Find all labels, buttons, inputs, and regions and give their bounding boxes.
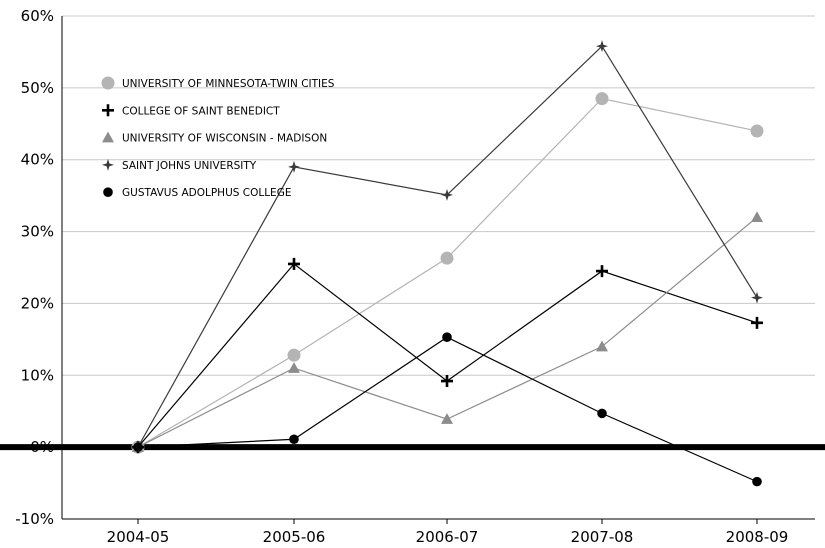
- x-tick-label: 2006-07: [416, 528, 479, 546]
- data-point: [750, 124, 764, 138]
- data-point: [751, 211, 763, 222]
- y-tick-label: 50%: [21, 79, 54, 97]
- y-tick-label: 40%: [21, 151, 54, 169]
- data-point: [751, 291, 763, 304]
- y-tick-label: -10%: [15, 510, 54, 528]
- data-point: [440, 251, 454, 265]
- data-point: [752, 476, 762, 487]
- x-tick-label: 2007-08: [571, 528, 634, 546]
- data-point: [596, 340, 608, 352]
- x-tick-label: 2005-06: [263, 528, 326, 546]
- legend-label: COLLEGE OF SAINT BENEDICT: [122, 105, 280, 117]
- data-point: [288, 160, 300, 173]
- data-point: [596, 40, 608, 53]
- x-tick-label: 2008-09: [726, 528, 789, 546]
- legend-marker: [102, 158, 114, 171]
- series-4: [133, 332, 762, 487]
- data-point: [289, 434, 299, 445]
- legend-marker: [101, 76, 115, 90]
- legend-label: GUSTAVUS ADOLPHUS COLLEGE: [122, 187, 291, 199]
- data-point: [595, 92, 609, 106]
- data-point: [442, 332, 452, 343]
- series-layer: [131, 40, 764, 487]
- data-point: [133, 442, 143, 452]
- legend-item: UNIVERSITY OF WISCONSIN - MADISON: [102, 131, 327, 145]
- data-point: [441, 375, 453, 388]
- legend: UNIVERSITY OF MINNESOTA-TWIN CITIES COLLE…: [101, 76, 335, 199]
- legend-item: UNIVERSITY OF MINNESOTA-TWIN CITIES: [101, 76, 335, 90]
- y-tick-label: 10%: [21, 366, 54, 384]
- legend-label: SAINT JOHNS UNIVERSITY: [122, 160, 257, 172]
- x-axis-tick-labels: 2004-05 2005-06 2006-07 2007-08 2008-09: [107, 528, 789, 546]
- y-tick-label: 60%: [21, 7, 54, 25]
- legend-item: COLLEGE OF SAINT BENEDICT: [102, 104, 280, 117]
- legend-item: SAINT JOHNS UNIVERSITY: [102, 158, 257, 172]
- legend-marker: [102, 104, 114, 117]
- data-point: [287, 348, 301, 362]
- legend-label: UNIVERSITY OF WISCONSIN - MADISON: [122, 133, 327, 145]
- data-point: [596, 265, 608, 278]
- axes: [0, 16, 825, 524]
- x-tick-label: 2004-05: [107, 528, 170, 546]
- series-line: [137, 97, 758, 448]
- data-point: [288, 362, 300, 373]
- gridlines: [62, 15, 815, 520]
- legend-label: UNIVERSITY OF MINNESOTA-TWIN CITIES: [122, 78, 335, 90]
- data-point: [597, 408, 607, 419]
- y-tick-label: 20%: [21, 294, 54, 312]
- y-tick-label: 30%: [21, 223, 54, 241]
- data-point: [441, 188, 453, 201]
- data-point: [751, 316, 763, 329]
- data-point: [288, 257, 300, 270]
- legend-marker: [103, 187, 113, 197]
- series-0: [131, 92, 764, 454]
- legend-marker: [102, 131, 114, 143]
- series-line: [137, 336, 758, 483]
- legend-item: GUSTAVUS ADOLPHUS COLLEGE: [103, 187, 291, 199]
- data-point: [441, 413, 453, 424]
- y-axis-tick-labels: -10%0%10%20%30%40%50%60%: [15, 7, 54, 528]
- series-2: [132, 211, 763, 452]
- series-3: [132, 40, 763, 454]
